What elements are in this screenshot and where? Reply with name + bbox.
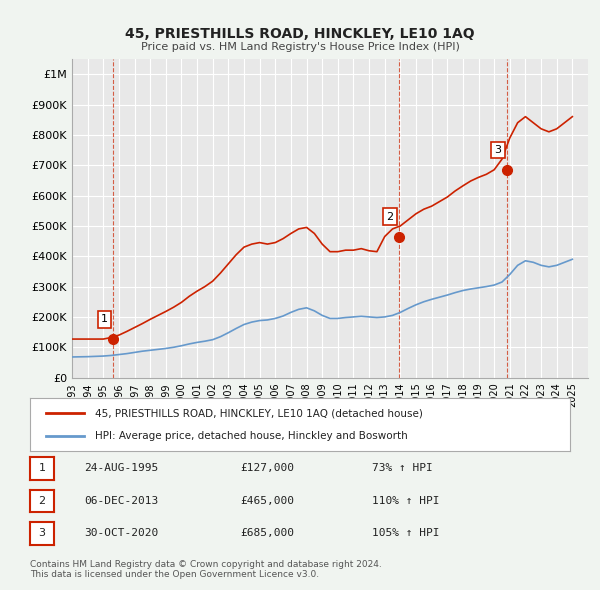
Text: HPI: Average price, detached house, Hinckley and Bosworth: HPI: Average price, detached house, Hinc…: [95, 431, 407, 441]
Text: 3: 3: [494, 145, 502, 155]
Text: 2: 2: [386, 212, 394, 222]
Text: 2: 2: [38, 496, 46, 506]
Text: £685,000: £685,000: [240, 529, 294, 538]
Text: 3: 3: [38, 529, 46, 538]
Text: 105% ↑ HPI: 105% ↑ HPI: [372, 529, 439, 538]
Text: 06-DEC-2013: 06-DEC-2013: [84, 496, 158, 506]
Text: 110% ↑ HPI: 110% ↑ HPI: [372, 496, 439, 506]
Text: 73% ↑ HPI: 73% ↑ HPI: [372, 464, 433, 473]
Text: 30-OCT-2020: 30-OCT-2020: [84, 529, 158, 538]
Text: 24-AUG-1995: 24-AUG-1995: [84, 464, 158, 473]
Text: 45, PRIESTHILLS ROAD, HINCKLEY, LE10 1AQ (detached house): 45, PRIESTHILLS ROAD, HINCKLEY, LE10 1AQ…: [95, 408, 422, 418]
Text: Price paid vs. HM Land Registry's House Price Index (HPI): Price paid vs. HM Land Registry's House …: [140, 42, 460, 53]
Text: 45, PRIESTHILLS ROAD, HINCKLEY, LE10 1AQ: 45, PRIESTHILLS ROAD, HINCKLEY, LE10 1AQ: [125, 27, 475, 41]
Text: £127,000: £127,000: [240, 464, 294, 473]
Text: 1: 1: [38, 464, 46, 473]
Text: Contains HM Land Registry data © Crown copyright and database right 2024.
This d: Contains HM Land Registry data © Crown c…: [30, 560, 382, 579]
Text: £465,000: £465,000: [240, 496, 294, 506]
Text: 1: 1: [101, 314, 108, 325]
